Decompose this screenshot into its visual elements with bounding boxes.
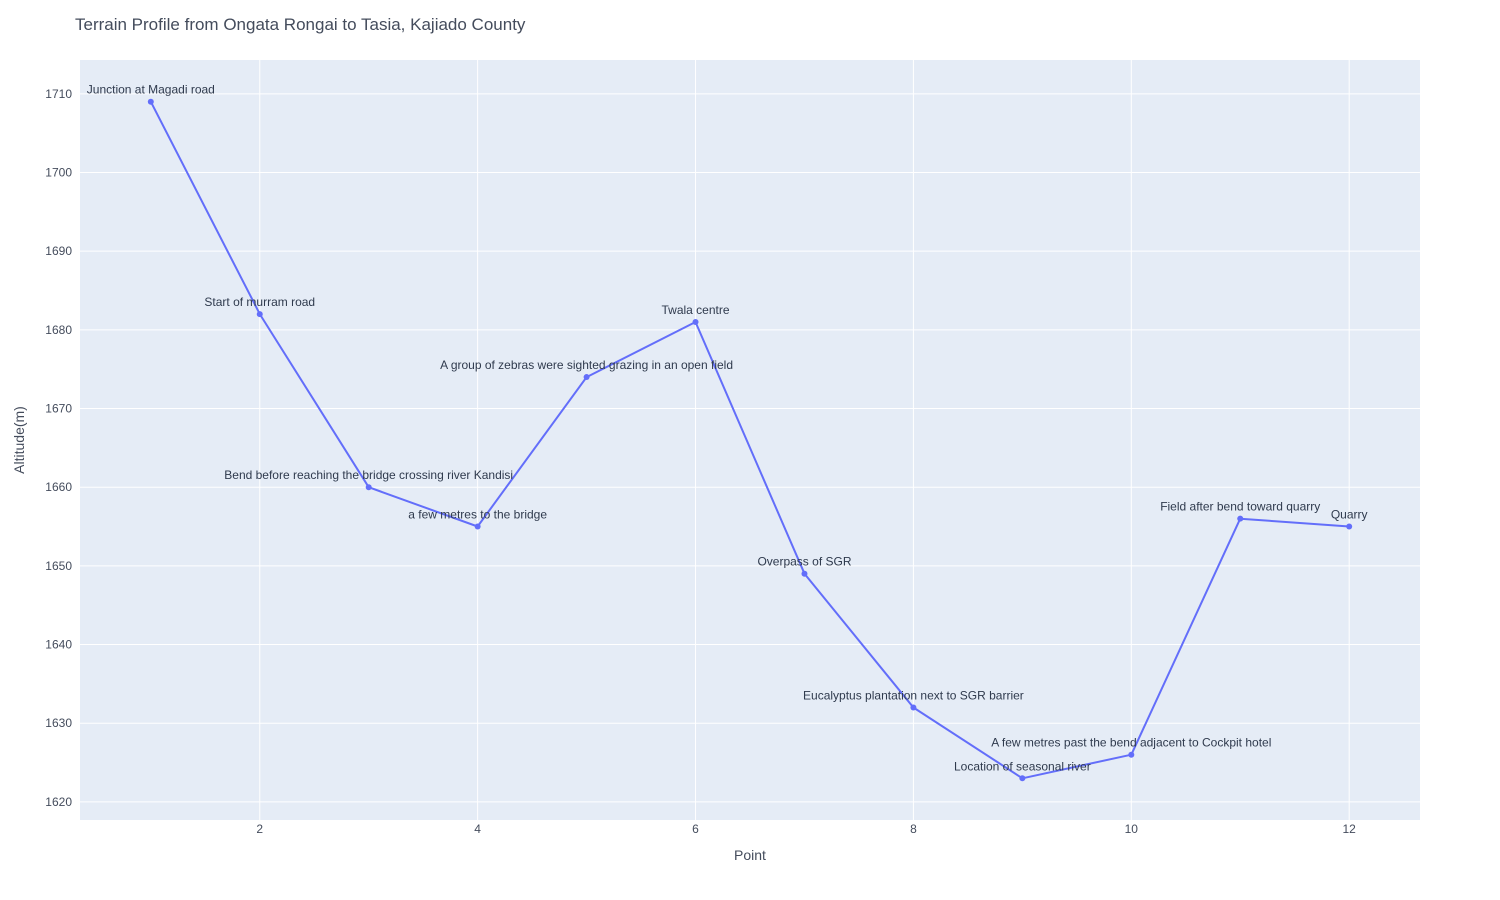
y-tick-label: 1710 xyxy=(45,87,72,101)
point-label: Overpass of SGR xyxy=(757,555,851,569)
altitude-series xyxy=(147,98,1353,782)
y-tick-label: 1640 xyxy=(45,638,72,652)
data-point xyxy=(1346,523,1353,530)
y-tick-label: 1620 xyxy=(45,795,72,809)
data-point xyxy=(474,523,481,530)
data-point xyxy=(692,318,699,325)
data-point xyxy=(1019,775,1026,782)
data-point xyxy=(583,374,590,381)
y-tick-label: 1690 xyxy=(45,244,72,258)
point-label: Junction at Magadi road xyxy=(87,83,215,97)
y-tick-label: 1680 xyxy=(45,323,72,337)
point-label: A group of zebras were sighted grazing i… xyxy=(440,358,733,372)
chart-title: Terrain Profile from Ongata Rongai to Ta… xyxy=(75,15,526,34)
point-label: Eucalyptus plantation next to SGR barrie… xyxy=(803,688,1024,702)
y-tick-label: 1700 xyxy=(45,166,72,180)
y-tick-label: 1670 xyxy=(45,402,72,416)
point-label: Bend before reaching the bridge crossing… xyxy=(224,468,513,482)
x-tick-label: 10 xyxy=(1125,822,1139,836)
point-label: Start of murram road xyxy=(204,295,315,309)
point-label: Quarry xyxy=(1331,508,1368,522)
x-tick-label: 8 xyxy=(910,822,917,836)
point-label: A few metres past the bend adjacent to C… xyxy=(991,736,1271,750)
y-tick-label: 1660 xyxy=(45,480,72,494)
point-label: Field after bend toward quarry xyxy=(1160,500,1320,514)
axis-ticks: 1620 1630 1640 1650 1660 1670 1680 1690 1700 1710… xyxy=(45,87,1356,836)
point-labels: Junction at Magadi road Start of murram r… xyxy=(87,83,1368,774)
x-tick-label: 6 xyxy=(692,822,699,836)
point-label: Twala centre xyxy=(662,303,730,317)
data-point xyxy=(1128,751,1135,758)
altitude-line xyxy=(149,101,1350,780)
point-label: Location of seasonal river xyxy=(954,759,1091,773)
data-point xyxy=(147,98,154,105)
y-axis-title: Altitude(m) xyxy=(11,406,27,474)
data-point xyxy=(910,704,917,711)
data-point xyxy=(365,484,372,491)
grid xyxy=(80,60,1420,820)
x-tick-label: 4 xyxy=(474,822,481,836)
x-axis-title: Point xyxy=(734,847,766,863)
data-point xyxy=(801,570,808,577)
y-tick-label: 1650 xyxy=(45,559,72,573)
x-tick-label: 12 xyxy=(1343,822,1357,836)
x-tick-label: 2 xyxy=(256,822,263,836)
plot-area xyxy=(80,60,1420,820)
data-point xyxy=(256,311,263,318)
point-label: a few metres to the bridge xyxy=(408,508,547,522)
data-point xyxy=(1237,515,1244,522)
y-tick-label: 1630 xyxy=(45,716,72,730)
